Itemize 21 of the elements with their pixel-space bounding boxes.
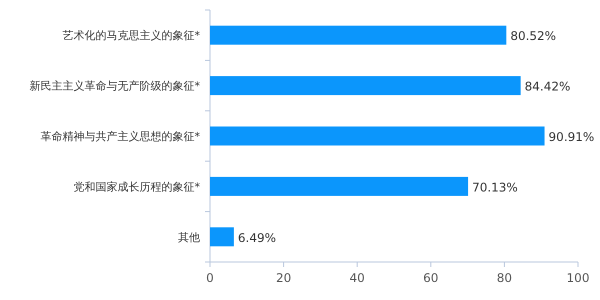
bar xyxy=(210,176,468,196)
x-tick-label: 60 xyxy=(423,271,438,285)
y-tick-label: 党和国家成长历程的象征* xyxy=(74,180,200,194)
bar xyxy=(210,76,521,96)
y-tick-label: 艺术化的马克思主义的象征* xyxy=(62,29,200,42)
x-tick-label: 100 xyxy=(566,271,590,285)
y-tick-label: 其他 xyxy=(178,230,200,244)
x-tick-label: 0 xyxy=(206,271,214,285)
bar xyxy=(210,227,234,246)
data-label: 70.13% xyxy=(472,180,518,194)
y-tick-label: 新民主主义革命与无产阶级的象征* xyxy=(30,80,200,93)
y-tick-label: 革命精神与共产主义思想的象征* xyxy=(40,130,200,143)
bar xyxy=(210,126,545,146)
data-label: 84.42% xyxy=(524,80,570,94)
x-tick-label: 80 xyxy=(496,271,512,285)
x-tick-label: 40 xyxy=(350,271,365,285)
data-label: 90.91% xyxy=(548,130,594,144)
bar xyxy=(210,26,506,45)
data-label: 80.52% xyxy=(510,29,556,44)
x-tick-label: 20 xyxy=(276,271,292,285)
data-label: 6.49% xyxy=(238,230,276,245)
